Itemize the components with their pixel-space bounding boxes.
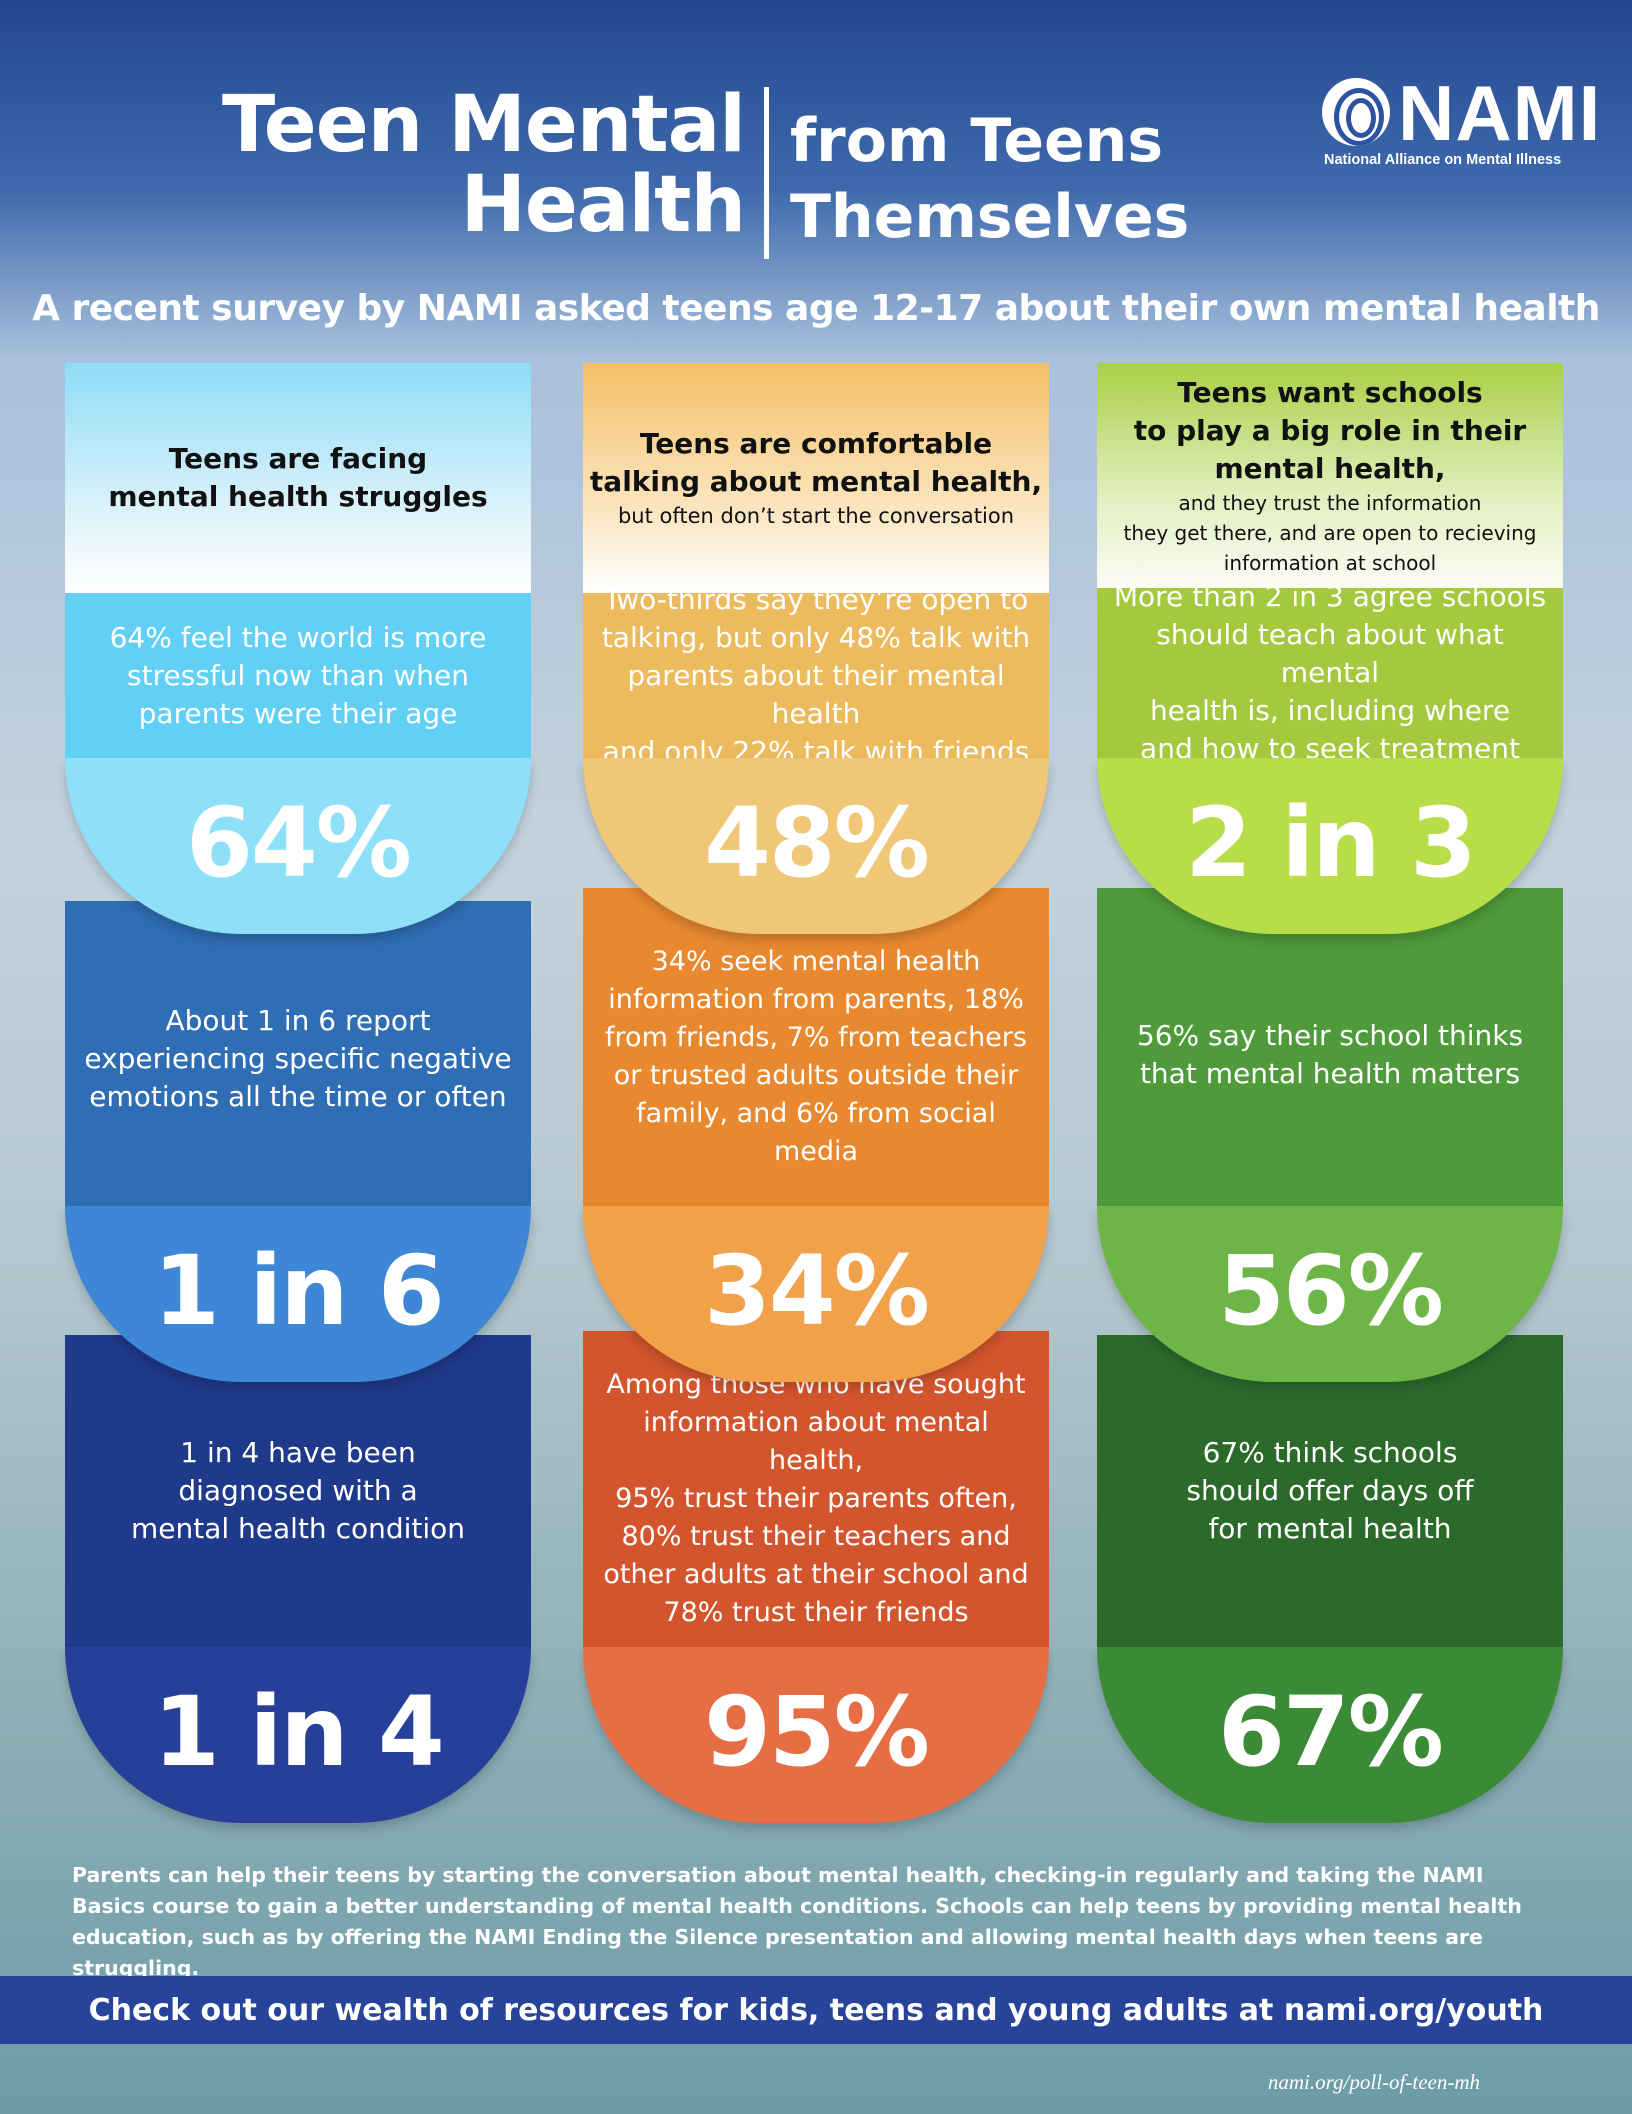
cta-banner[interactable]: Check out our wealth of resources for ki…: [0, 1976, 1632, 2044]
title-line-2: Health: [460, 160, 746, 250]
column-header-subtitle: but often don’t start the conversation: [617, 503, 1015, 528]
title-divider: [764, 87, 769, 259]
footer-note: Parents can help their teens by starting…: [72, 1863, 1522, 1980]
stat-text: More than 2 in 3 agree schools should te…: [1097, 580, 1563, 765]
logo-tagline: National Alliance on Mental Illness: [1324, 152, 1562, 168]
cta-link[interactable]: Check out our wealth of resources for ki…: [88, 1992, 1544, 2028]
title-line-1: Teen Mental: [221, 80, 746, 170]
stat-text: 67% think schools should offer days off …: [1097, 1335, 1563, 1647]
stat-text: 64% feel the world is more stressful now…: [65, 593, 531, 758]
source-link[interactable]: nami.org/poll-of-teen-mh: [1267, 2070, 1480, 2094]
nami-logo-icon: [1322, 78, 1390, 146]
stat-text: 1 in 4 have been diagnosed with a mental…: [65, 1335, 531, 1647]
stat-value: 95%: [583, 1647, 1049, 1823]
survey-subtitle: A recent survey by NAMI asked teens age …: [32, 288, 1600, 329]
title-right-line-1: from Teens: [790, 106, 1164, 176]
title-left: Teen Mental Health: [221, 80, 746, 250]
stat-text: Among those who have sought information …: [583, 1331, 1049, 1647]
column-header: Teens want schools to play a big role in…: [1097, 363, 1563, 588]
stat-text: 56% say their school thinks that mental …: [1097, 888, 1563, 1206]
nami-logo[interactable]: NAMI National Alliance on Mental Illness: [1322, 72, 1600, 172]
column-header: Teens are comfortable talking about ment…: [583, 363, 1049, 593]
stat-text: 34% seek mental health information from …: [583, 888, 1049, 1206]
stat-value: 1 in 4: [65, 1647, 531, 1823]
column-header-subtitle: and they trust the information they get …: [1123, 490, 1537, 575]
column-header: Teens are facing mental health struggles: [65, 363, 531, 593]
column-header-title: Teens want schools to play a big role in…: [1133, 375, 1527, 485]
logo-text: NAMI: [1398, 69, 1602, 157]
stat-text: Two-thirds say they’re open to talking, …: [583, 583, 1049, 768]
page-title: Teen Mental Health from Teens Themselves: [100, 80, 1189, 265]
stat-text: About 1 in 6 report experiencing specifi…: [65, 901, 531, 1206]
title-right: from Teens Themselves: [790, 103, 1189, 255]
column-header-title: Teens are facing mental health struggles: [108, 442, 488, 513]
column-header-title: Teens are comfortable talking about ment…: [589, 426, 1043, 498]
title-right-line-2: Themselves: [790, 182, 1190, 252]
stat-value: 48%: [583, 758, 1049, 934]
stat-value: 67%: [1097, 1647, 1563, 1823]
